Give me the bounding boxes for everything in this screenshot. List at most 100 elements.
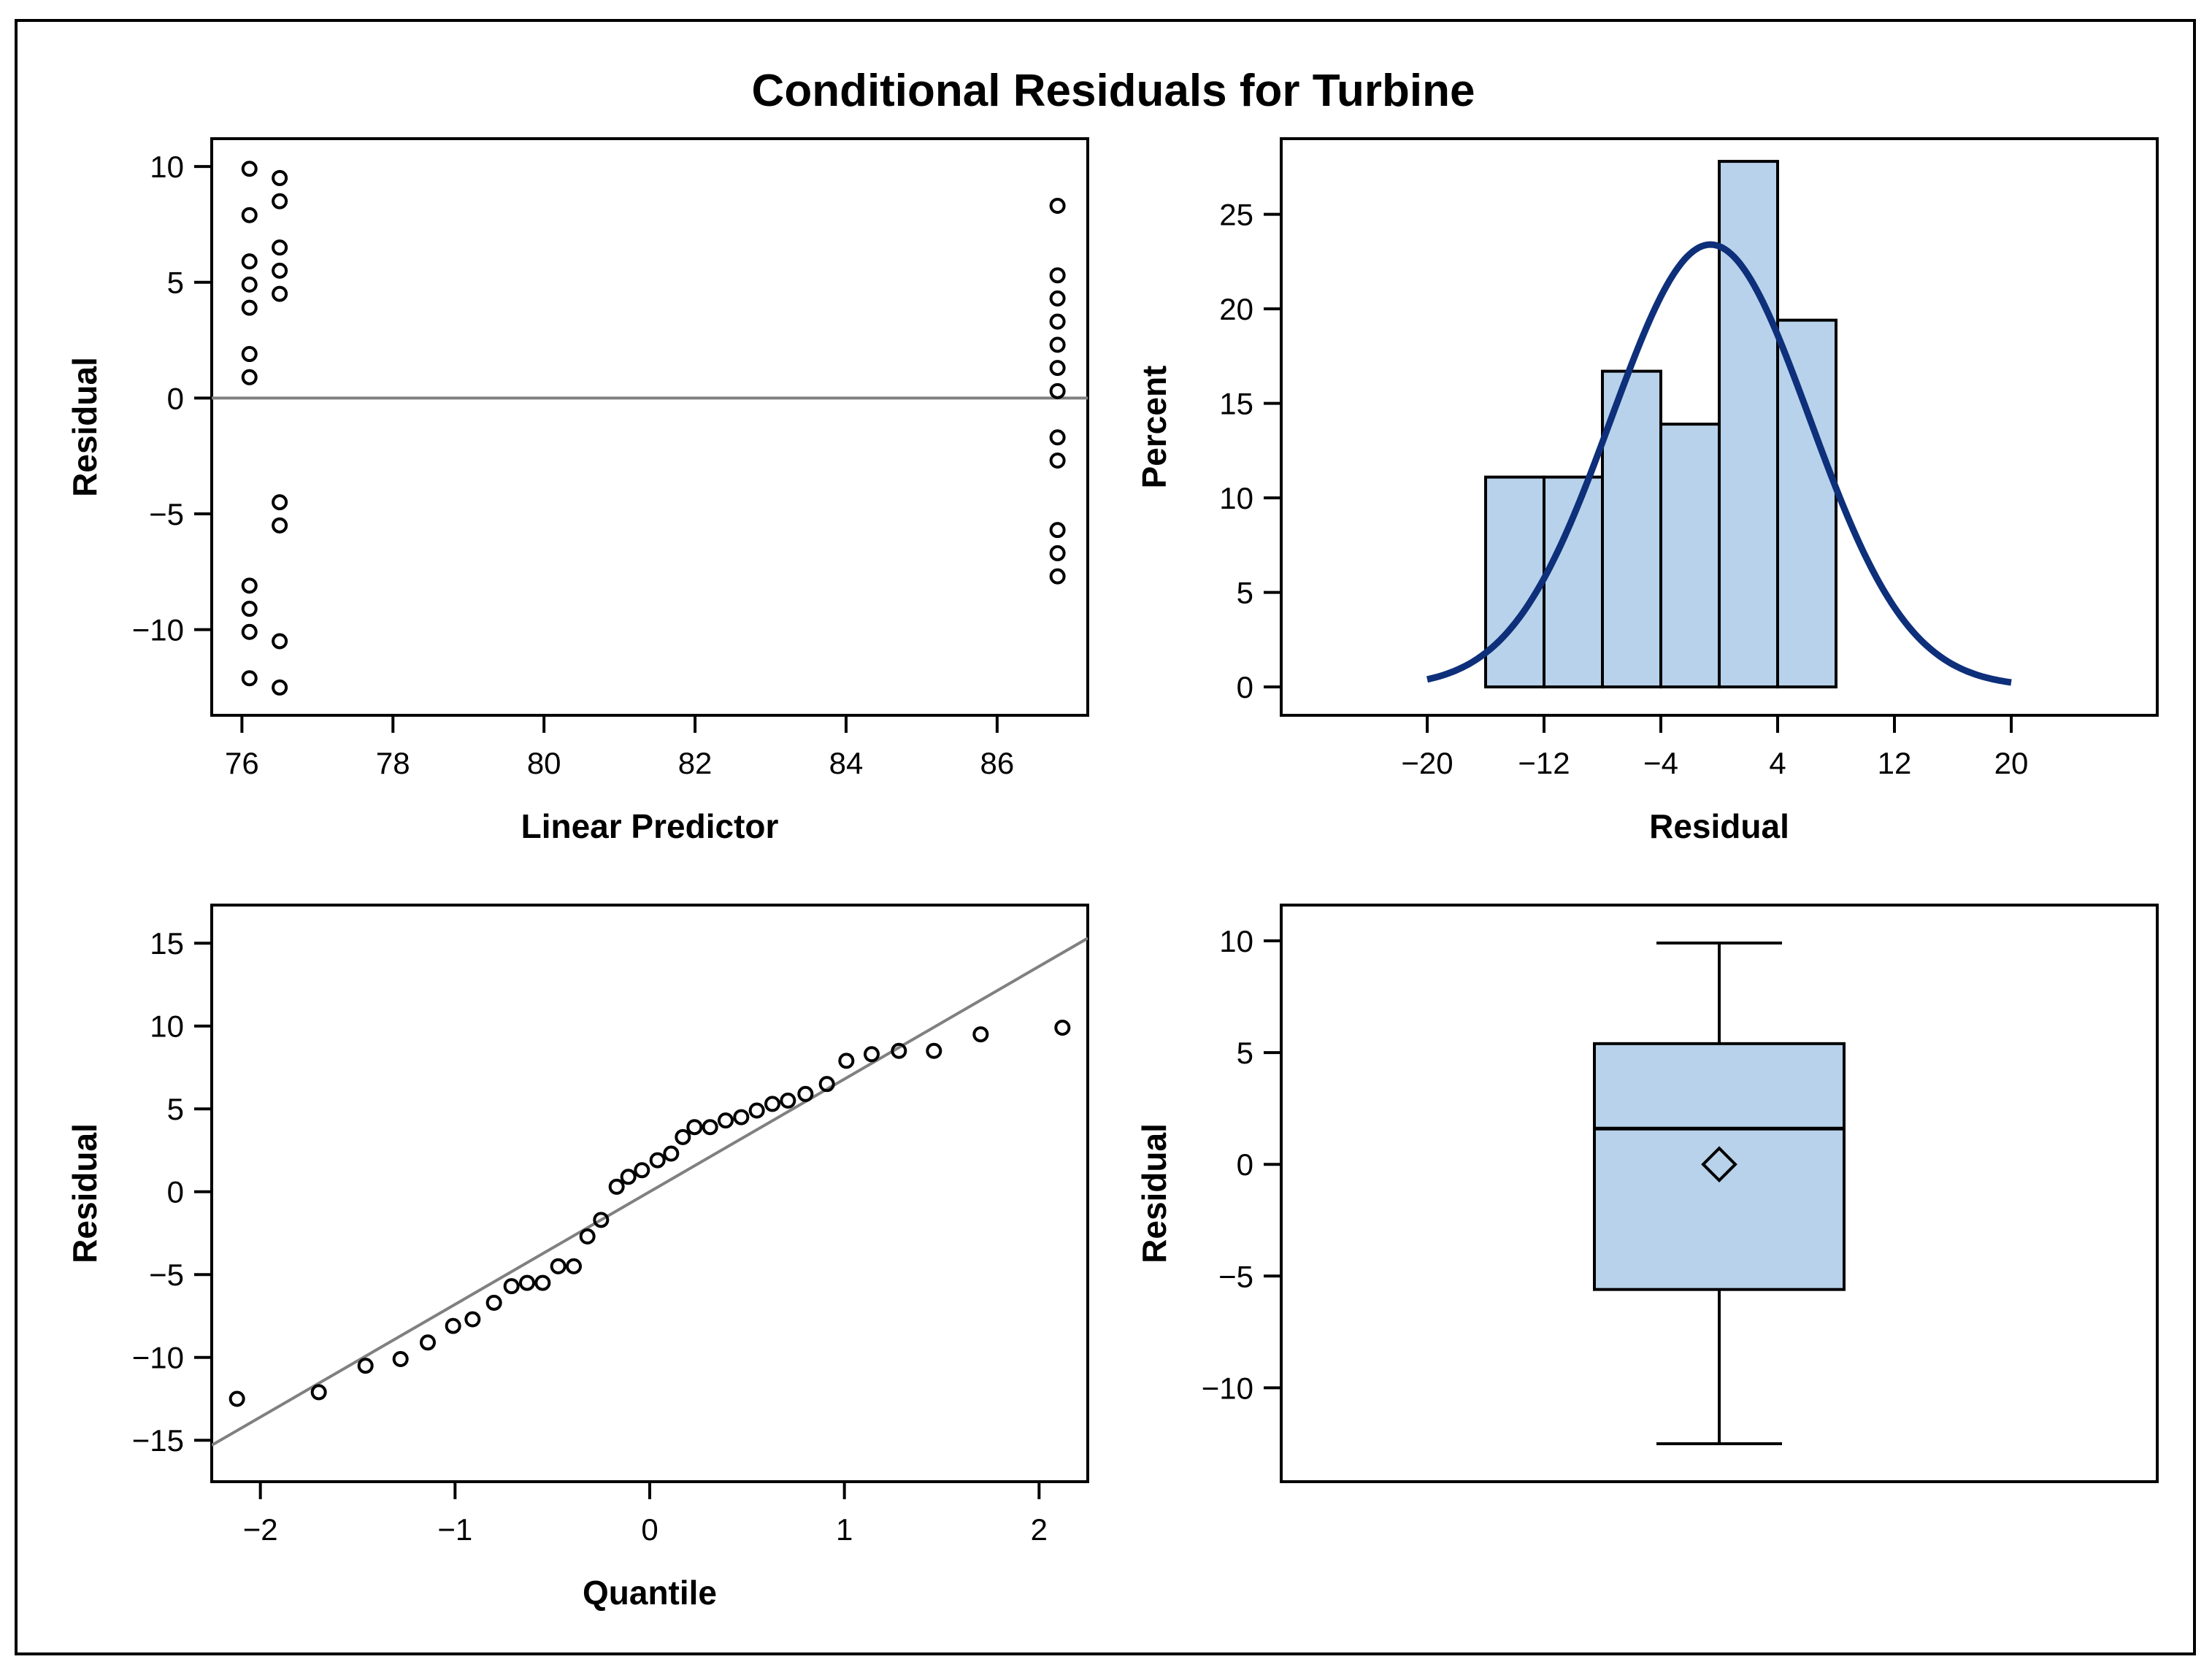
qq-plot-xtick-label: 2 [1031,1512,1048,1547]
residual-point [1049,336,1066,353]
residual-point [1049,198,1066,215]
residual-point [241,276,258,293]
histogram-bar [1776,318,1837,689]
histogram-bar [1718,160,1779,689]
qq-plot-ytick-label: 15 [150,926,184,961]
residual-point [1049,382,1066,399]
qq-point [686,1119,703,1136]
qq-plot-ytick-label: −5 [149,1258,184,1292]
qq-reference-line [212,936,1088,1447]
residual-vs-predictor-ytick-label: −10 [132,613,184,647]
qq-point [926,1042,942,1059]
residual-point [1049,522,1066,539]
qq-point [485,1294,502,1311]
histogram-bars [1484,160,1837,689]
residual-point [272,633,288,650]
qq-point [445,1317,461,1334]
residual-point [272,494,288,511]
residual-point [241,577,258,594]
qq-point [864,1046,880,1063]
residual-histogram-ytick-label: 10 [1219,481,1253,515]
residual-vs-predictor-ticks: 10 5 0 −5 −10 76 78 80 82 84 86 [132,150,1014,780]
residual-histogram-xtick-label: 12 [1878,746,1912,780]
residual-vs-predictor-ytick-label: 10 [150,150,184,184]
normal-density-curve [1426,241,2012,686]
qq-plot-xlabel: Quantile [583,1574,717,1612]
qq-point [534,1274,551,1291]
qq-point [464,1311,481,1328]
residual-boxplot-ytick-label: −10 [1202,1371,1253,1405]
residual-point [272,679,288,696]
residual-vs-predictor-xlabel: Linear Predictor [521,807,779,845]
residual-point [272,239,288,256]
mean-diamond [1701,1146,1737,1183]
qq-point [634,1162,650,1179]
residual-point [1049,545,1066,561]
residual-histogram-ytick-label: 15 [1219,387,1253,421]
qq-line [212,936,1088,1447]
qq-point [550,1258,567,1274]
residual-boxplot-ytick-label: −5 [1218,1259,1253,1293]
histogram-bar [1484,475,1545,689]
residual-point [1049,568,1066,585]
residual-boxplot-ytick-label: 5 [1237,1036,1253,1070]
qq-point [702,1119,718,1136]
residual-point [1049,313,1066,330]
residual-boxplot-ylabel: Residual [1135,1123,1173,1263]
residual-histogram-ytick-label: 25 [1219,198,1253,232]
residual-histogram-panel: 25 20 15 10 5 0 −20 −12 −4 4 12 20 Residual Percent [1135,137,2159,845]
residual-vs-predictor-xtick-label: 76 [225,746,259,780]
residual-point [241,623,258,640]
qq-plot-xtick-label: 0 [641,1512,658,1547]
qq-point [764,1096,780,1112]
qq-point [519,1274,535,1291]
residual-histogram-xtick-label: −12 [1518,746,1570,780]
qq-point [608,1178,625,1195]
residual-point [241,207,258,223]
figure-title: Conditional Residuals for Turbine [752,66,1475,116]
qq-plot-ytick-label: 0 [167,1175,184,1209]
qq-point [649,1152,666,1169]
residual-vs-predictor-panel: 10 5 0 −5 −10 76 78 80 82 84 86 Linear Predictor R… [66,137,1089,845]
residual-histogram-ticks: 25 20 15 10 5 0 −20 −12 −4 4 12 20 [1219,198,2028,780]
residual-vs-predictor-points [241,161,1066,696]
qq-plot-ytick-label: 5 [167,1092,184,1126]
residual-boxplot-panel: 10 5 0 −5 −10 Residual [1135,904,2159,1483]
residual-boxplot-frame [1280,904,2159,1483]
residual-vs-predictor-xtick-label: 84 [829,746,864,780]
residual-boxplot-ytick-label: 0 [1237,1147,1253,1182]
figure-border [15,19,2196,1655]
qq-point [593,1212,610,1228]
qq-point [675,1128,691,1145]
qq-point [780,1092,796,1109]
residual-histogram-ytick-label: 0 [1237,670,1253,704]
qq-point [620,1169,637,1185]
qq-point [1054,1019,1071,1036]
residual-point [272,193,288,209]
residual-point [272,169,288,186]
qq-point [503,1278,520,1295]
residual-histogram-xtick-label: 4 [1769,746,1786,780]
qq-plot-ytick-label: −10 [132,1341,184,1375]
qq-point [392,1351,409,1368]
qq-point [579,1228,596,1245]
residual-point [241,369,258,385]
residual-histogram-ylabel: Percent [1135,366,1173,489]
qq-point [748,1102,765,1119]
qq-point [566,1258,582,1274]
residual-boxplot-ytick-label: 10 [1219,924,1253,958]
residual-point [241,299,258,316]
residual-point [241,253,258,270]
residual-point [272,285,288,302]
residual-vs-predictor-xtick-label: 82 [678,746,713,780]
residual-boxplot-ticks: 10 5 0 −5 −10 [1202,924,1281,1405]
normal-curve-path [1426,241,2012,686]
residual-histogram-xlabel: Residual [1649,807,1789,845]
qq-point [797,1085,814,1102]
residual-vs-predictor-xtick-label: 80 [527,746,561,780]
residual-point [1049,267,1066,284]
qq-point [663,1145,680,1162]
